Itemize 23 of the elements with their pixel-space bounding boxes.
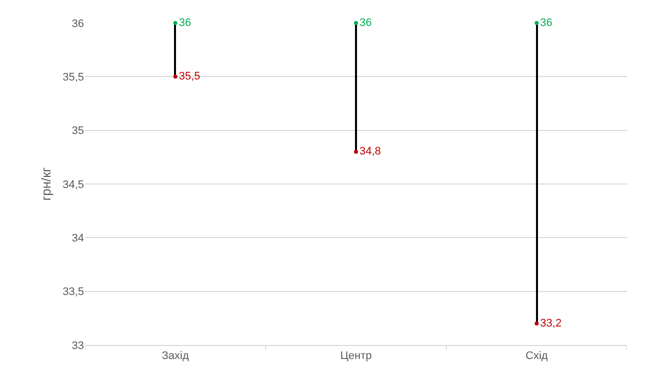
data-label: 33,2 xyxy=(540,317,562,330)
y-tick-label: 36 xyxy=(72,18,84,30)
data-label: 36 xyxy=(178,16,192,29)
y-axis-title: грн/кг xyxy=(38,167,54,201)
y-tick-label: 35,5 xyxy=(62,72,84,84)
x-tick-label: Захід xyxy=(162,350,190,362)
point xyxy=(354,21,358,25)
data-label: 34,8 xyxy=(360,146,381,158)
data-label: 36 xyxy=(540,16,552,29)
data-label: 36 xyxy=(360,16,372,29)
point xyxy=(354,150,358,154)
y-tick-label: 33 xyxy=(72,340,84,352)
point xyxy=(173,74,178,79)
y-tick-label: 34,5 xyxy=(62,178,84,191)
x-tick-label: Центр xyxy=(340,350,372,362)
data-label: 35,5 xyxy=(178,70,200,82)
x-tick-label: Схід xyxy=(526,350,548,362)
y-tick-label: 35 xyxy=(72,125,84,138)
point xyxy=(534,322,539,326)
point xyxy=(534,21,539,25)
y-tick-label: 34 xyxy=(72,232,84,245)
point xyxy=(173,21,178,25)
y-tick-label: 33,5 xyxy=(62,286,84,298)
